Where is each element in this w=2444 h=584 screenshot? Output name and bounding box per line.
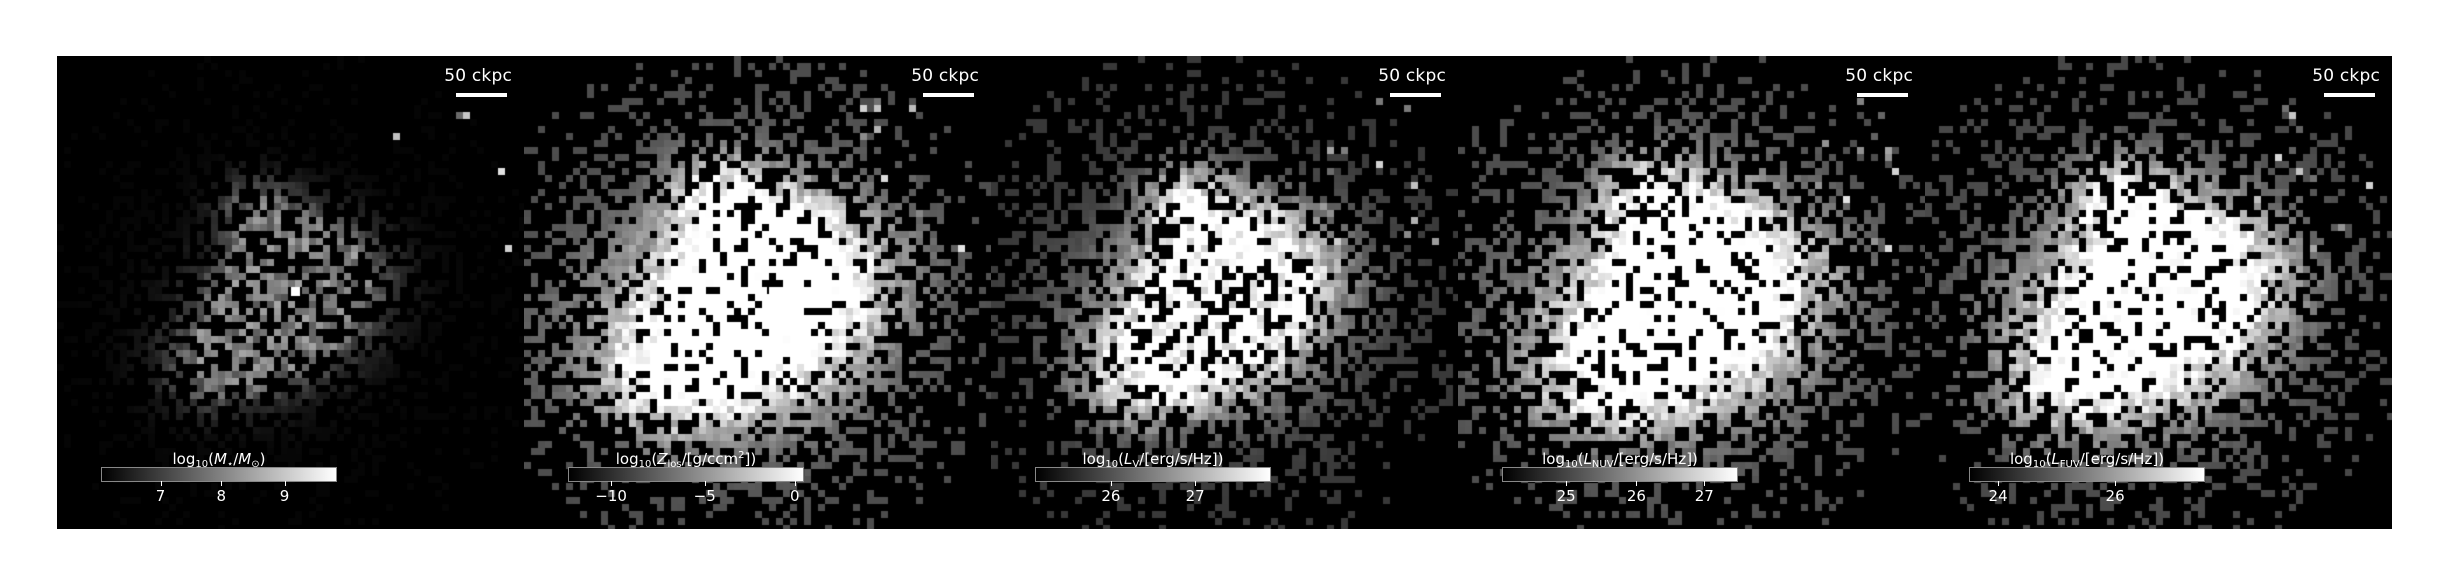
colorbar-tick-label: 27 <box>1694 487 1714 505</box>
lum-nuv-map: 50 ckpc log10(LNUV/[erg/s/Hz]) 25 26 27 <box>1458 56 1925 529</box>
colorbar-tick-label: 26 <box>1101 487 1121 505</box>
lum-v-map: 50 ckpc log10(LV/[erg/s/Hz]) 26 27 <box>991 56 1458 529</box>
scalebar-line <box>2324 93 2375 97</box>
colorbar-tick <box>704 481 706 486</box>
colorbar-label: log10(M⋆/M⊙) <box>172 450 266 470</box>
colorbar-tick-label: −10 <box>595 487 627 505</box>
colorbar-tick-label: 26 <box>1626 487 1646 505</box>
lum-fuv-map: 50 ckpc log10(LFUV/[erg/s/Hz]) 24 26 <box>1925 56 2392 529</box>
colorbar-tick-label: 9 <box>279 487 290 505</box>
scalebar-label: 50 ckpc <box>2312 66 2380 86</box>
scalebar-label: 50 ckpc <box>1378 66 1446 86</box>
colorbar-tick-label: 8 <box>216 487 227 505</box>
colorbar-label: log10(LNUV/[erg/s/Hz]) <box>1542 450 1698 470</box>
colorbar-tick-label: −5 <box>693 487 716 505</box>
scalebar-line <box>1390 93 1441 97</box>
colorbar <box>568 467 804 482</box>
scalebar-label: 50 ckpc <box>911 66 979 86</box>
lum-fuv-image <box>1925 56 2392 529</box>
colorbar-tick <box>1636 481 1638 486</box>
scalebar-line <box>1857 93 1908 97</box>
colorbar-tick <box>2115 481 2117 486</box>
colorbar <box>101 467 337 482</box>
stellar-mass-image <box>57 56 524 529</box>
colorbar <box>1969 467 2205 482</box>
stellar-mass-map: 50 ckpc log10(M⋆/M⊙) 7 8 9 <box>57 56 524 529</box>
colorbar-label: log10(Zlos/[g/ccm2]) <box>615 450 757 470</box>
colorbar <box>1502 467 1738 482</box>
scalebar-label: 50 ckpc <box>444 66 512 86</box>
lum-nuv-image <box>1458 56 1925 529</box>
colorbar-tick <box>1195 481 1197 486</box>
colorbar-tick-label: 25 <box>1556 487 1576 505</box>
scalebar-line <box>456 93 507 97</box>
colorbar-tick <box>1704 481 1706 486</box>
colorbar-tick <box>160 481 162 486</box>
colorbar-tick-label: 26 <box>2105 487 2125 505</box>
scalebar-label: 50 ckpc <box>1845 66 1913 86</box>
metallicity-image <box>524 56 991 529</box>
colorbar-tick-label: 7 <box>155 487 166 505</box>
metallicity-map: 50 ckpc log10(Zlos/[g/ccm2]) −10 −5 0 <box>524 56 991 529</box>
colorbar-tick <box>1998 481 2000 486</box>
colorbar-tick <box>221 481 223 486</box>
colorbar-tick <box>611 481 613 486</box>
lum-v-image <box>991 56 1458 529</box>
colorbar-tick-label: 27 <box>1185 487 1205 505</box>
colorbar-tick-label: 24 <box>1988 487 2008 505</box>
colorbar-tick-label: 0 <box>790 487 800 505</box>
scalebar-line <box>923 93 974 97</box>
colorbar-tick <box>1110 481 1112 486</box>
colorbar-tick <box>1566 481 1568 486</box>
colorbar-tick <box>284 481 286 486</box>
colorbar-tick <box>794 481 796 486</box>
colorbar <box>1035 467 1271 482</box>
colorbar-label: log10(LV/[erg/s/Hz]) <box>1082 450 1224 470</box>
colorbar-label: log10(LFUV/[erg/s/Hz]) <box>2009 450 2165 470</box>
